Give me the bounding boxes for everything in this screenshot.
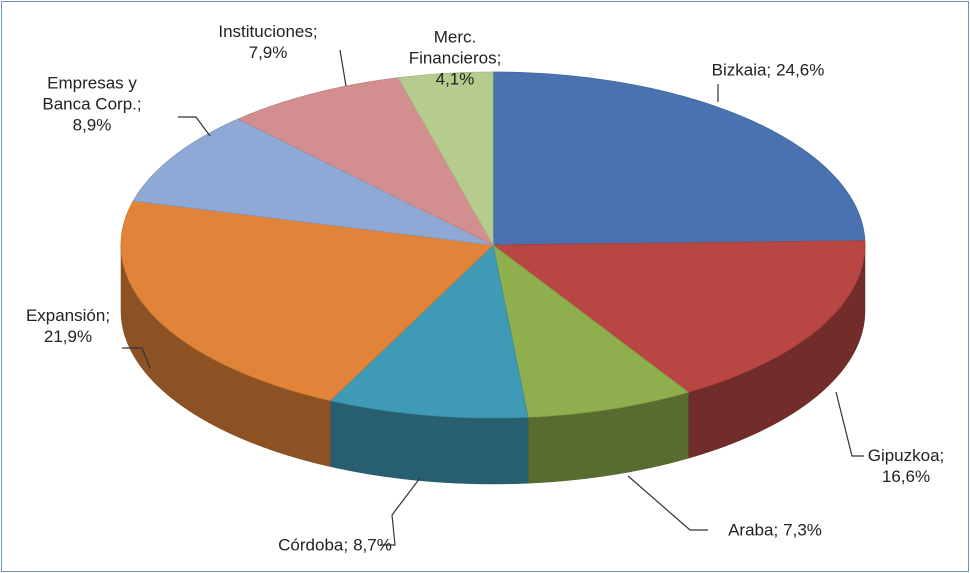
slice <box>329 244 529 419</box>
data-label: Expansión; 21,9% <box>26 305 110 347</box>
value-label: 4,1% <box>435 69 475 89</box>
data-label: Instituciones; 7,9% <box>218 21 317 63</box>
category-label: Córdoba; <box>278 535 349 555</box>
data-label: Araba; 7,3% <box>728 520 822 541</box>
leader-line <box>178 116 211 137</box>
slice <box>237 77 494 246</box>
data-label: Empresas y Banca Corp.; 8,9% <box>42 73 141 136</box>
slice <box>492 71 866 246</box>
value-label: 24,6% <box>776 60 825 80</box>
slice <box>132 118 494 246</box>
data-label: Córdoba; 8,7% <box>278 535 392 556</box>
slice <box>120 200 494 402</box>
leader-line <box>835 391 864 457</box>
value-label: 8,9% <box>72 115 112 135</box>
data-label: Bizkaia; 24,6% <box>712 60 825 81</box>
slice <box>492 244 690 418</box>
data-label: Gipuzkoa; 16,6% <box>868 445 945 487</box>
value-label: 21,9% <box>43 327 93 346</box>
category-label: Gipuzkoa; <box>867 446 945 465</box>
data-label: Merc. Financieros; 4,1% <box>409 27 502 90</box>
category-label: Empresas y Banca Corp.; <box>42 73 142 114</box>
value-label: 16,6% <box>881 467 931 486</box>
category-label: Instituciones; <box>218 22 318 41</box>
slice <box>491 240 866 393</box>
leader-line <box>380 477 421 546</box>
value-label: 7,3% <box>783 520 822 540</box>
leader-line <box>339 49 347 87</box>
slice <box>397 71 494 247</box>
category-label: Expansión; <box>25 306 111 325</box>
value-label: 8,7% <box>353 535 392 555</box>
value-label: 7,9% <box>248 43 288 62</box>
category-label: Merc. Financieros; <box>408 27 502 68</box>
category-label: Araba; <box>728 520 779 540</box>
leader-line <box>627 475 708 531</box>
category-label: Bizkaia; <box>711 60 772 80</box>
leader-line <box>122 347 151 369</box>
